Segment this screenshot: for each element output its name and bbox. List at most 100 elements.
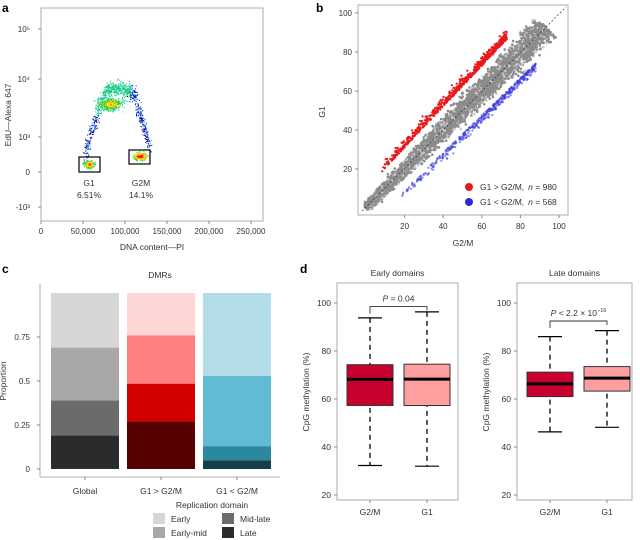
event-dot: [99, 101, 101, 103]
event-dot: [145, 139, 147, 140]
event-dot: [106, 101, 108, 103]
event-dot: [142, 160, 144, 162]
event-dot: [105, 101, 107, 103]
event-dot: [147, 140, 149, 142]
event-dot: [150, 139, 152, 141]
event-dot: [122, 91, 124, 93]
event-dot: [90, 133, 92, 135]
event-dot: [89, 145, 91, 147]
event-dot: [91, 164, 93, 166]
event-dot: [110, 101, 112, 103]
event-dot: [85, 165, 86, 167]
event-dot: [134, 159, 136, 160]
event-dot: [115, 95, 117, 97]
event-dot: [115, 92, 117, 94]
event-dot: [141, 130, 143, 132]
event-dot: [97, 115, 99, 116]
event-dot: [142, 156, 143, 158]
event-dot: [120, 84, 122, 86]
event-dot: [129, 90, 131, 92]
event-dot: [142, 156, 144, 158]
event-dot: [121, 101, 123, 103]
point-ns: [511, 49, 515, 53]
event-dot: [83, 162, 85, 164]
event-dot: [123, 83, 125, 85]
event-dot: [142, 123, 143, 125]
event-dot: [114, 109, 116, 111]
event-dot: [118, 84, 120, 86]
x-tick-label: 100,000: [111, 227, 140, 236]
event-dot: [93, 123, 95, 125]
event-dot: [125, 99, 127, 101]
event-dot: [147, 133, 148, 135]
event-dot: [103, 101, 105, 103]
y-tick-label: -10³: [16, 203, 31, 212]
event-dot: [123, 81, 125, 83]
event-dot: [110, 102, 112, 104]
y-tick-label: 10⁴: [18, 75, 31, 84]
event-dot: [98, 99, 100, 101]
point-ns: [535, 48, 539, 51]
event-dot: [89, 161, 91, 163]
event-dot: [115, 90, 117, 92]
event-dot: [94, 128, 96, 130]
event-dot: [136, 113, 137, 115]
event-dot: [111, 83, 112, 85]
y-tick-label: 10⁵: [18, 25, 30, 34]
point-ns: [542, 46, 545, 49]
event-dot: [135, 85, 137, 87]
event-dot: [93, 164, 95, 165]
event-dot: [104, 107, 106, 109]
event-dot: [103, 93, 105, 95]
event-dot: [150, 151, 152, 153]
event-dot: [87, 134, 89, 136]
event-dot: [129, 83, 130, 85]
event-dot: [118, 94, 120, 95]
event-dot: [117, 104, 119, 105]
event-dot: [141, 117, 142, 119]
event-dot: [108, 93, 110, 95]
event-dot: [132, 84, 134, 86]
event-dot: [127, 87, 129, 89]
event-dot: [84, 152, 86, 154]
event-dot: [125, 91, 127, 93]
event-dot: [113, 106, 114, 108]
event-dot: [84, 161, 85, 163]
event-dot: [96, 112, 98, 114]
event-dot: [110, 104, 112, 106]
event-dot: [110, 104, 112, 106]
event-dot: [109, 101, 111, 103]
event-dot: [88, 142, 90, 144]
event-dot: [138, 154, 140, 155]
event-dot: [133, 99, 135, 101]
event-dot: [86, 167, 88, 169]
event-dot: [142, 117, 144, 119]
event-dot: [116, 102, 118, 104]
event-dot: [140, 160, 142, 161]
event-dot: [129, 91, 131, 93]
event-dot: [93, 100, 95, 102]
event-dot: [107, 104, 109, 106]
event-dot: [92, 163, 94, 165]
event-dot: [146, 140, 148, 142]
event-dot: [109, 98, 111, 100]
event-dot: [106, 82, 108, 84]
event-dot: [104, 92, 106, 93]
event-dot: [143, 128, 145, 130]
event-dot: [99, 98, 101, 99]
event-dot: [86, 161, 88, 163]
event-dot: [112, 98, 114, 100]
event-dot: [118, 101, 119, 103]
event-dot: [119, 101, 121, 103]
event-dot: [98, 106, 99, 108]
event-dot: [108, 101, 110, 103]
event-dot: [108, 102, 110, 104]
event-dot: [122, 88, 124, 90]
event-dot: [110, 90, 112, 92]
event-dot: [142, 157, 144, 159]
event-dot: [104, 95, 106, 97]
event-dot: [89, 141, 91, 143]
event-dot: [103, 91, 105, 93]
event-dot: [147, 145, 148, 147]
event-dot: [136, 155, 138, 157]
